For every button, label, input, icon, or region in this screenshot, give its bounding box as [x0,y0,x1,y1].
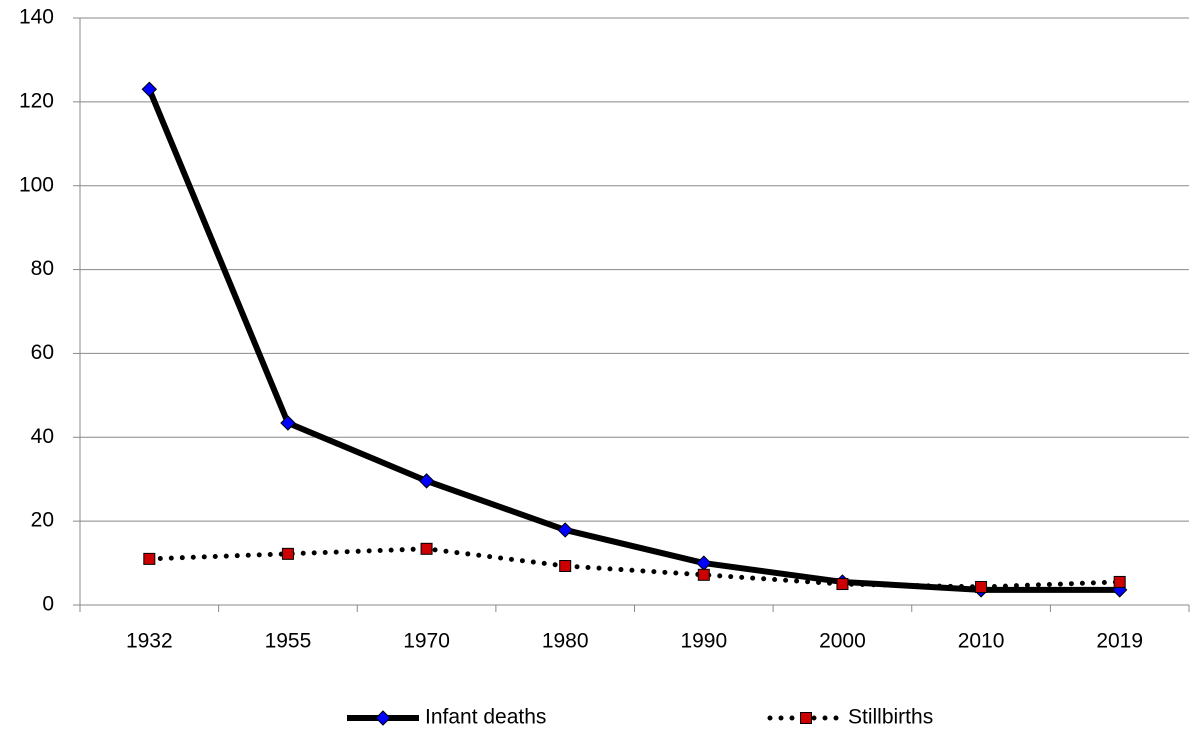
data-point [280,415,296,431]
x-tick-label: 2019 [1096,630,1143,653]
data-point [559,560,572,573]
y-tick-label: 60 [31,341,54,364]
y-tick-label: 20 [31,509,54,532]
data-point [1113,575,1126,588]
x-tick-label: 1970 [403,630,450,653]
data-point [143,552,156,565]
data-point [696,555,712,571]
x-tick-label: 1932 [126,630,173,653]
x-tick-label: 1955 [265,630,312,653]
data-point [975,580,988,593]
x-tick-label: 1980 [542,630,589,653]
data-point [557,522,573,538]
legend-marker [800,712,812,724]
y-tick-label: 80 [31,257,54,280]
x-tick-label: 1990 [680,630,727,653]
data-point [420,542,433,555]
data-point [697,568,710,581]
legend-label: Stillbirths [848,706,933,729]
data-point [418,473,435,489]
y-tick-label: 40 [31,425,54,448]
x-tick-label: 2010 [958,630,1005,653]
y-tick-label: 140 [19,6,54,29]
y-tick-label: 0 [42,593,54,616]
x-tick-label: 2000 [819,630,866,653]
data-point [141,81,158,97]
data-point [281,547,294,560]
legend-label: Infant deaths [425,706,546,729]
legend-marker [375,710,391,726]
y-tick-label: 100 [19,173,54,196]
data-point [836,578,849,591]
y-tick-label: 120 [19,89,54,112]
series-line [146,88,1120,593]
series-line [146,546,1123,590]
